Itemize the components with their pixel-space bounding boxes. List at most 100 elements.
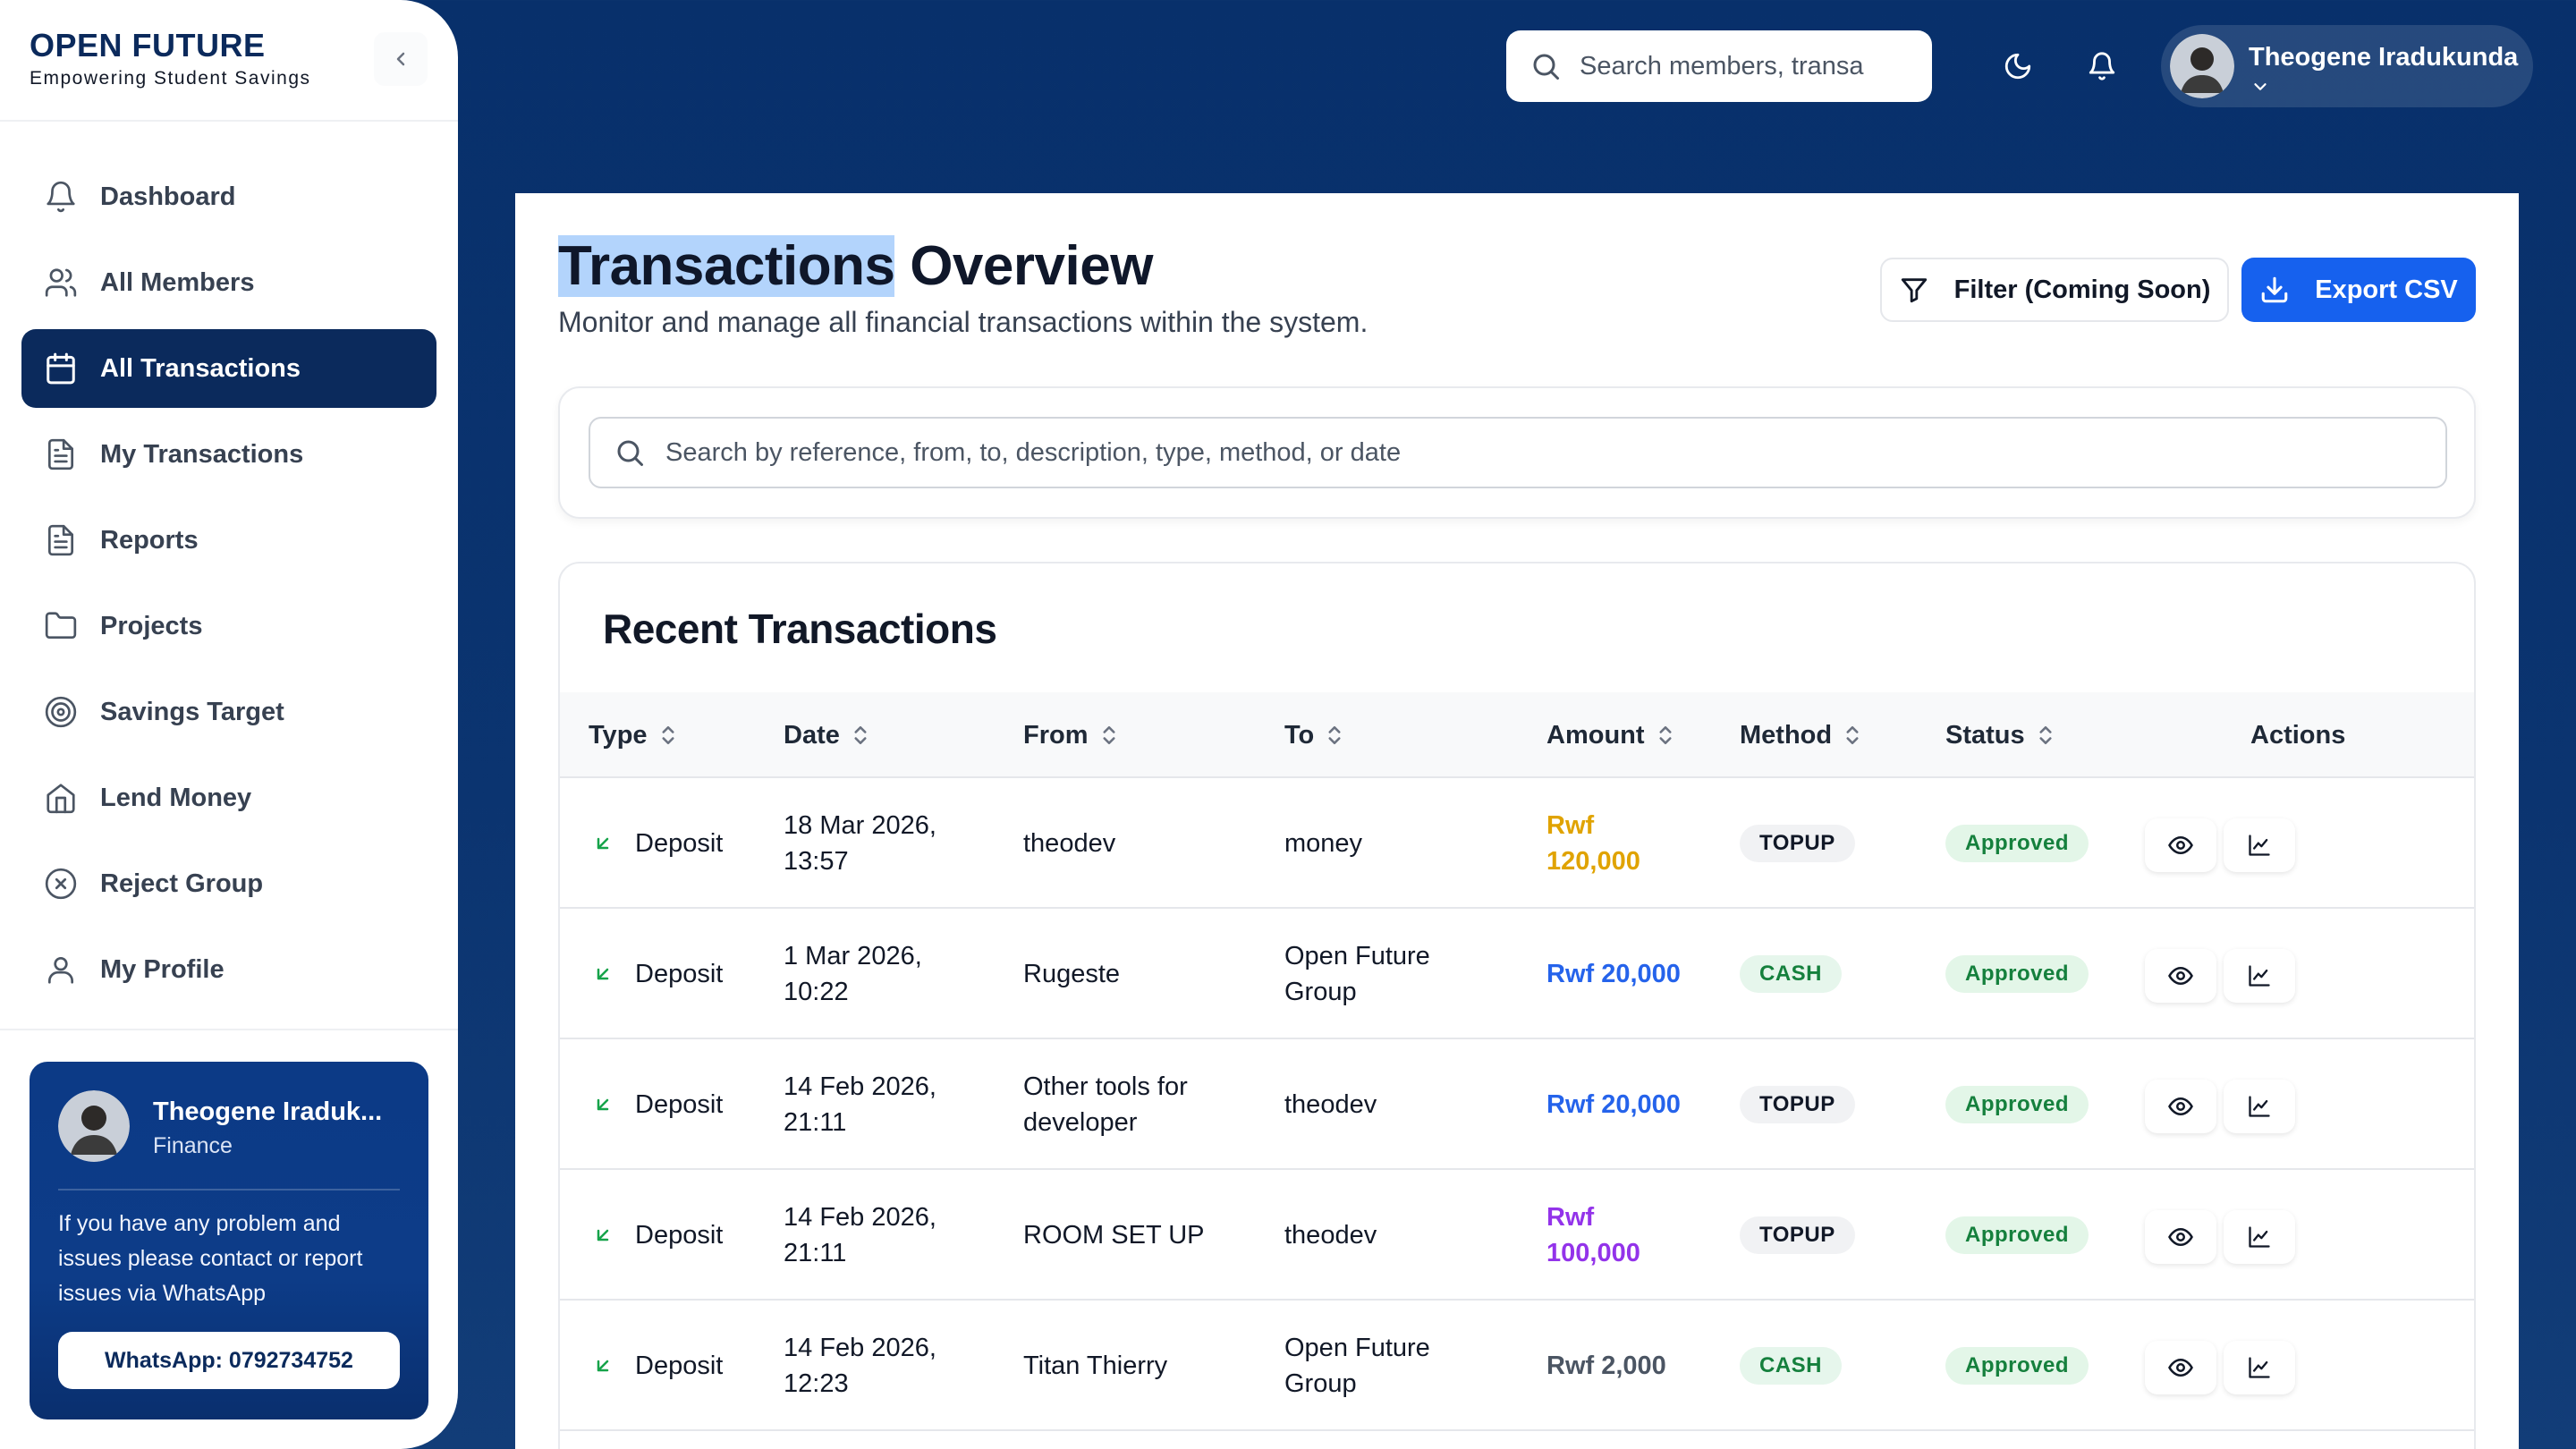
amount-cell: Rwf 20,000 — [1546, 1090, 1681, 1119]
target-icon — [43, 694, 79, 730]
type-cell: Deposit — [592, 778, 723, 909]
analytics-button[interactable] — [2224, 949, 2295, 1003]
sidebar-nav: Dashboard All Members All Transactions M… — [21, 157, 436, 1016]
bell-icon — [2089, 52, 2115, 80]
from-cell: theodev — [1023, 829, 1116, 858]
date-cell: 14 Feb 2026, 21:11 — [784, 1072, 936, 1137]
transaction-search-card: Search by reference, from, to, descripti… — [558, 386, 2476, 519]
amount-cell: Rwf 120,000 — [1546, 811, 1640, 876]
view-button[interactable] — [2145, 1080, 2216, 1133]
sort-icon — [1658, 725, 1672, 745]
dark-mode-toggle[interactable] — [1995, 43, 2041, 89]
eye-icon — [2168, 1097, 2193, 1116]
sidebar-item-label: Lend Money — [100, 783, 252, 812]
page-title: Transactions Overview — [558, 234, 1153, 298]
type-label: Deposit — [635, 829, 724, 858]
amount-cell: Rwf 2,000 — [1546, 1352, 1666, 1380]
table-row: Deposit 1 Mar 2026, 10:22 Rugeste Open F… — [560, 909, 2474, 1039]
sidebar-item-dashboard[interactable]: Dashboard — [21, 157, 436, 236]
support-message: If you have any problem and issues pleas… — [58, 1211, 363, 1306]
arrow-down-left-icon — [597, 968, 609, 980]
type-cell: Deposit — [592, 1301, 723, 1431]
eye-icon — [2168, 1358, 2193, 1377]
column-header-amount[interactable]: Amount — [1546, 692, 1675, 778]
page-subtitle: Monitor and manage all financial transac… — [558, 306, 1368, 338]
whatsapp-button[interactable]: WhatsApp: 0792734752 — [58, 1332, 400, 1389]
analytics-button[interactable] — [2224, 1080, 2295, 1133]
to-cell: Open Future Group — [1284, 942, 1430, 1006]
sidebar-item-label: Reports — [100, 525, 199, 555]
sidebar-item-my-profile[interactable]: My Profile — [21, 930, 436, 1009]
view-button[interactable] — [2145, 949, 2216, 1003]
column-label: Status — [1945, 720, 2025, 750]
user-menu[interactable]: Theogene Iradukunda — [2161, 25, 2533, 107]
search-icon — [1533, 54, 1559, 80]
to-cell: theodev — [1284, 1221, 1377, 1250]
column-header-type[interactable]: Type — [589, 692, 678, 778]
column-header-method[interactable]: Method — [1740, 692, 1862, 778]
bell-icon — [43, 179, 79, 215]
status-badge: Approved — [1945, 1347, 2089, 1385]
filter-button[interactable]: Filter (Coming Soon) — [1880, 258, 2229, 322]
date-cell: 1 Mar 2026, 10:22 — [784, 942, 922, 1006]
calendar-icon — [43, 351, 79, 386]
view-button[interactable] — [2145, 1341, 2216, 1394]
analytics-button[interactable] — [2224, 818, 2295, 872]
sidebar-item-projects[interactable]: Projects — [21, 587, 436, 665]
sidebar-item-my-transactions[interactable]: My Transactions — [21, 415, 436, 494]
method-badge: TOPUP — [1740, 825, 1855, 862]
column-header-to[interactable]: To — [1284, 692, 1344, 778]
sidebar-item-reject-group[interactable]: Reject Group — [21, 844, 436, 923]
view-button[interactable] — [2145, 1210, 2216, 1264]
global-search-placeholder: Search members, transa — [1580, 51, 1864, 80]
to-cell: Open Future Group — [1284, 1334, 1430, 1398]
sidebar-item-reports[interactable]: Reports — [21, 501, 436, 580]
analytics-button[interactable] — [2224, 1210, 2295, 1264]
global-search-input[interactable]: Search members, transa — [1506, 30, 1932, 102]
collapse-sidebar-button[interactable] — [374, 32, 428, 86]
method-cell: TOPUP — [1740, 778, 1855, 909]
sidebar-item-all-transactions[interactable]: All Transactions — [21, 329, 436, 408]
to-cell: money — [1284, 829, 1363, 858]
method-cell: TOPUP — [1740, 1039, 1855, 1170]
export-csv-button[interactable]: Export CSV — [2241, 258, 2476, 322]
view-button[interactable] — [2145, 818, 2216, 872]
chart-line-icon — [2249, 965, 2270, 987]
moon-icon — [2004, 53, 2031, 80]
sidebar-item-label: Savings Target — [100, 697, 284, 726]
method-badge: TOPUP — [1740, 1216, 1855, 1254]
document-icon — [43, 522, 79, 558]
user-name: Theogene Iradukunda — [2249, 43, 2519, 72]
home-icon — [43, 780, 79, 816]
sidebar-item-savings-target[interactable]: Savings Target — [21, 673, 436, 751]
table-row: Deposit 14 Feb 2026, 21:11 ROOM SET UP t… — [560, 1170, 2474, 1301]
eye-icon — [2168, 966, 2193, 986]
sidebar-item-lend-money[interactable]: Lend Money — [21, 758, 436, 837]
column-header-date[interactable]: Date — [784, 692, 870, 778]
date-cell: 14 Feb 2026, 21:11 — [784, 1203, 936, 1267]
status-badge: Approved — [1945, 1216, 2089, 1254]
support-divider — [58, 1189, 400, 1191]
transaction-search-input[interactable]: Search by reference, from, to, descripti… — [589, 417, 2447, 488]
column-header-status[interactable]: Status — [1945, 692, 2055, 778]
analytics-button[interactable] — [2224, 1341, 2295, 1394]
to-cell: theodev — [1284, 1090, 1377, 1119]
sort-icon — [2039, 725, 2052, 745]
notifications-button[interactable] — [2079, 43, 2125, 89]
export-button-label: Export CSV — [2315, 275, 2458, 304]
column-label: Type — [589, 720, 648, 750]
sidebar-item-label: My Transactions — [100, 439, 304, 469]
method-badge: TOPUP — [1740, 1086, 1855, 1123]
recent-transactions-card: Recent Transactions Type Date From To Am… — [558, 562, 2476, 1449]
column-label: Date — [784, 720, 840, 750]
sidebar-item-all-members[interactable]: All Members — [21, 243, 436, 322]
chevron-down-icon — [2254, 83, 2267, 90]
support-user-name: Theogene Iraduk... — [153, 1097, 383, 1126]
column-header-from[interactable]: From — [1023, 692, 1119, 778]
filter-button-label: Filter (Coming Soon) — [1953, 275, 2211, 304]
page-title-highlight: Transactions — [558, 235, 895, 297]
chart-line-icon — [2249, 1357, 2270, 1378]
sort-icon — [854, 725, 867, 745]
table-row: Deposit 14 Feb 2026, 12:23 Titan Thierry… — [560, 1301, 2474, 1431]
avatar — [2170, 34, 2234, 98]
